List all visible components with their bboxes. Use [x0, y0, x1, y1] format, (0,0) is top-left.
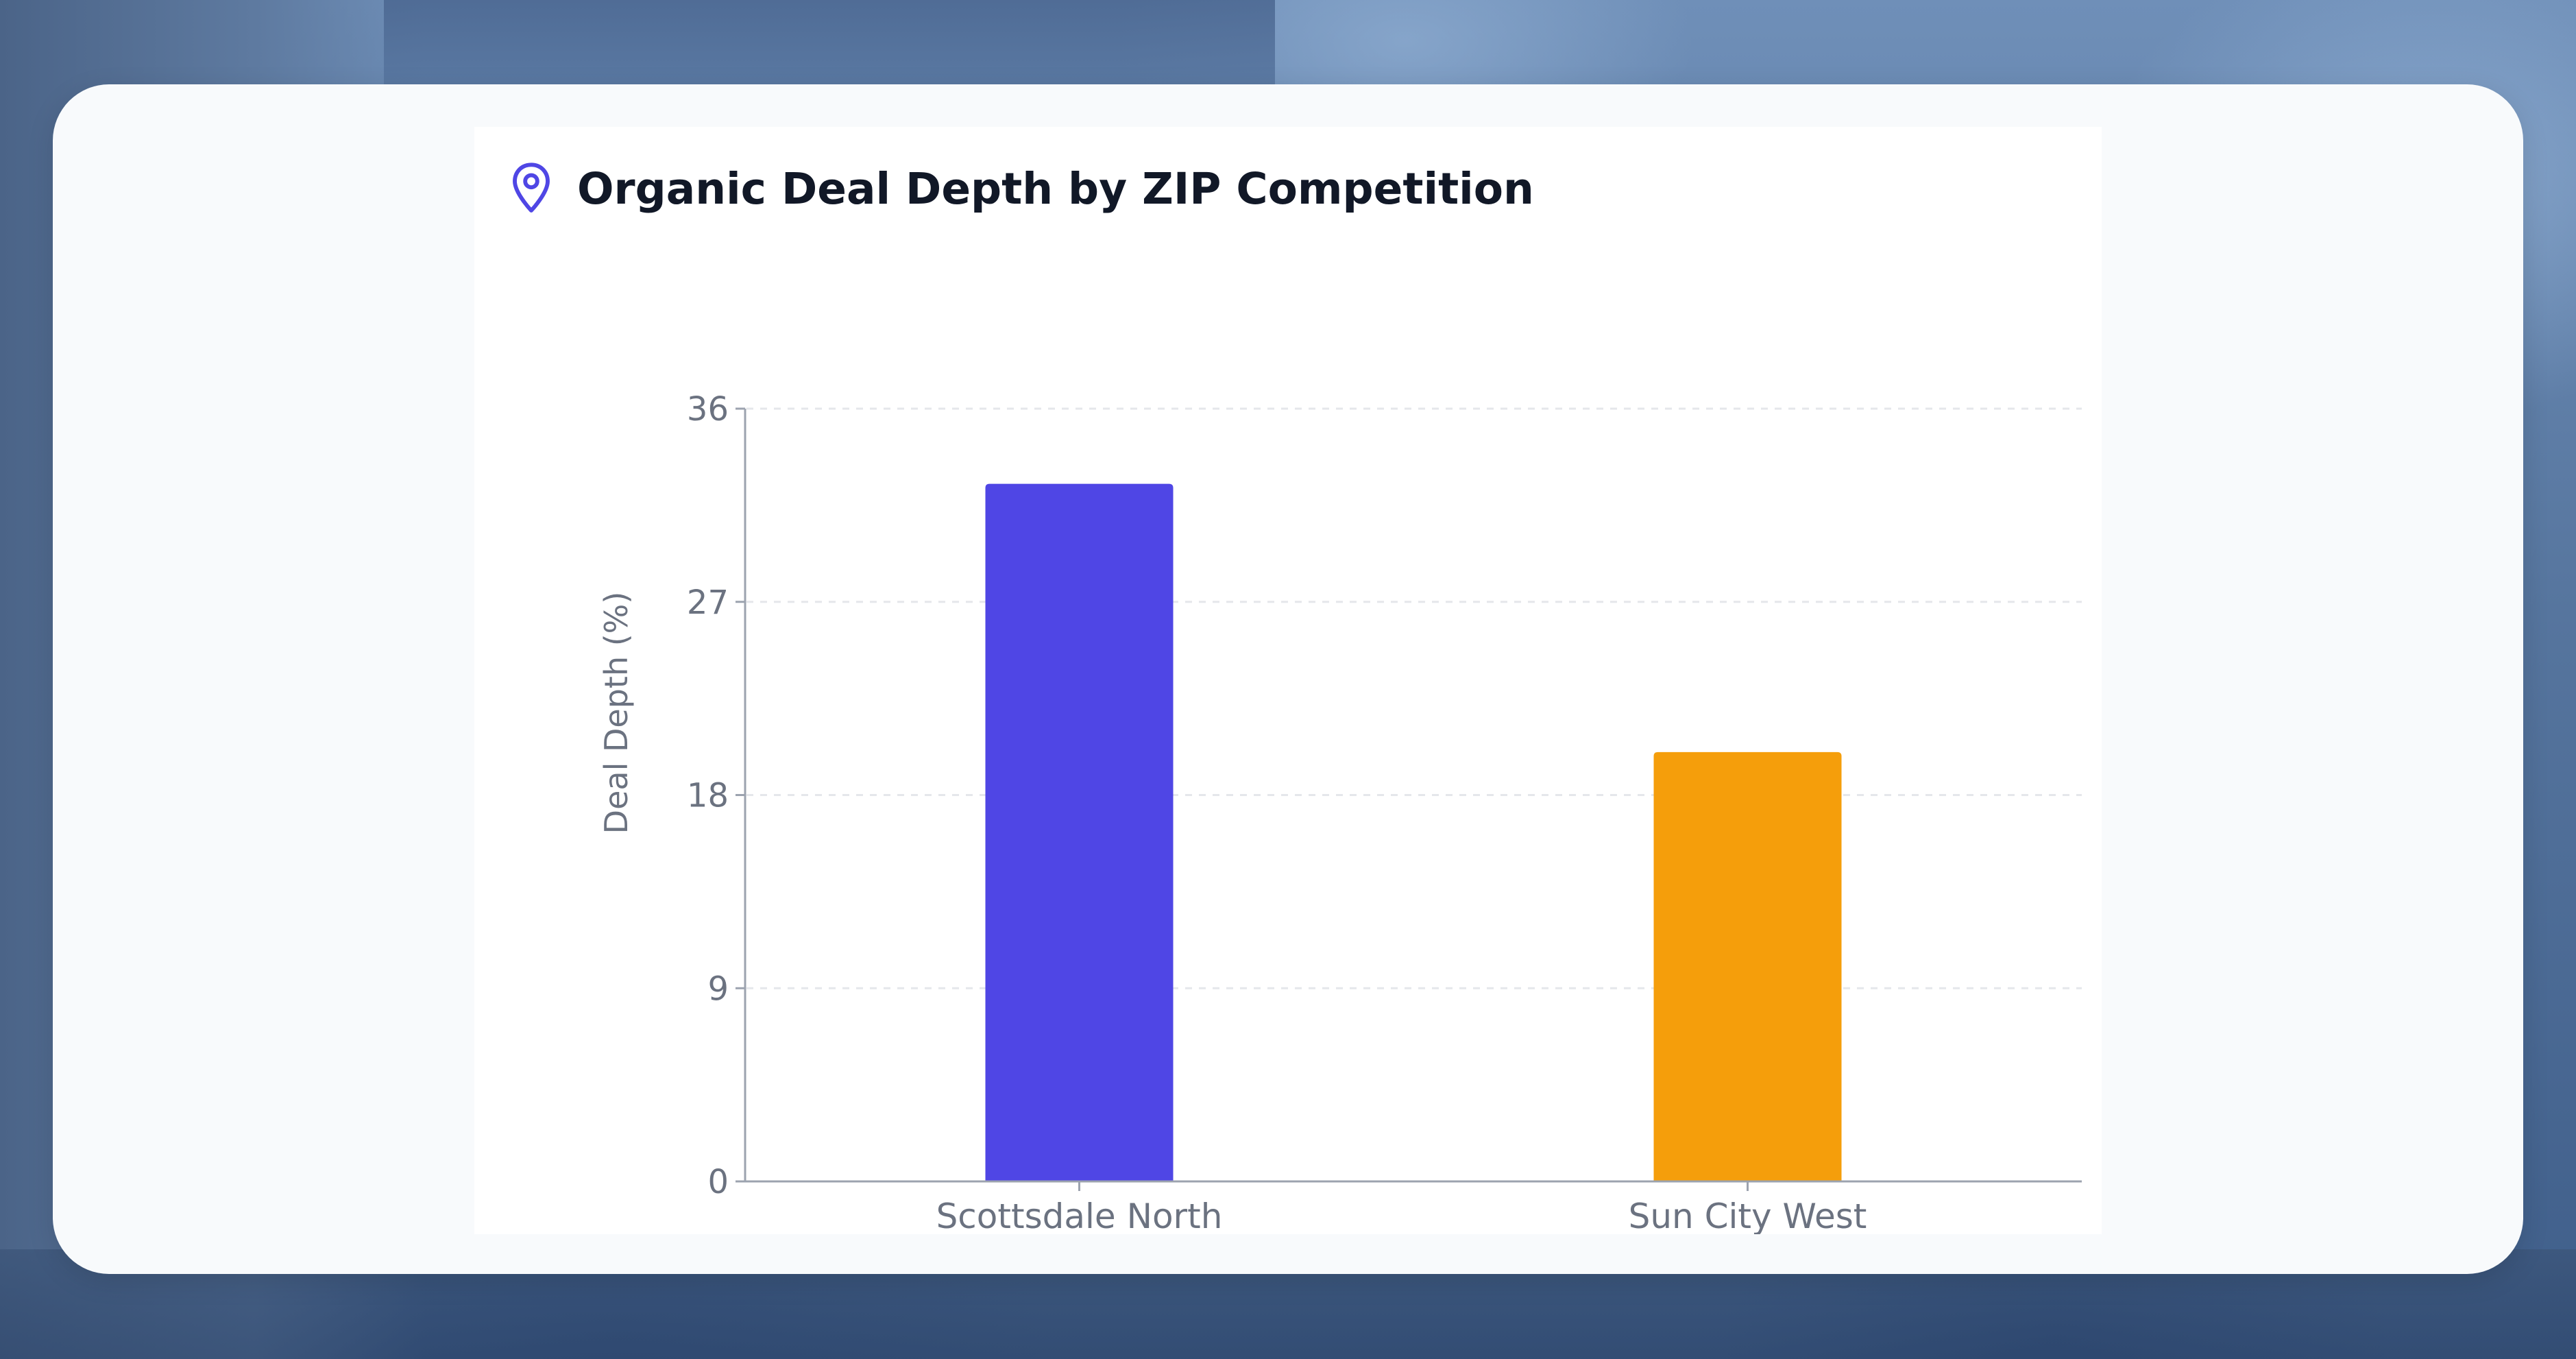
- map-pin-icon: [513, 163, 550, 213]
- y-tick-label: 36: [687, 390, 729, 429]
- y-axis-title: Deal Depth (%): [598, 592, 635, 834]
- bar: [985, 483, 1174, 1181]
- axes: [736, 407, 2082, 1191]
- axis-labels: 0 9 18 27 36 Scottsdale North Sun City West Dea…: [598, 390, 1867, 1234]
- chart-title: Organic Deal Depth by ZIP Competition: [577, 163, 1534, 214]
- x-category-label: Sun City West: [1629, 1196, 1867, 1234]
- chart-card: Organic Deal Depth by ZIP Competition 0 9…: [53, 84, 2523, 1274]
- bar-chart: 0 9 18 27 36 Scottsdale North Sun City West Dea…: [598, 390, 2082, 1234]
- bars: [985, 483, 1842, 1181]
- y-tick-label: 27: [687, 584, 729, 622]
- bar: [1653, 751, 1842, 1181]
- y-tick-label: 0: [707, 1163, 729, 1201]
- chart-header: Organic Deal Depth by ZIP Competition: [509, 158, 1534, 219]
- chart-panel: Organic Deal Depth by ZIP Competition 0 9…: [474, 127, 2102, 1234]
- grid-lines: [746, 407, 2082, 989]
- y-tick-label: 18: [687, 777, 729, 815]
- y-tick-label: 9: [707, 970, 729, 1008]
- x-category-label: Scottsdale North: [936, 1196, 1223, 1234]
